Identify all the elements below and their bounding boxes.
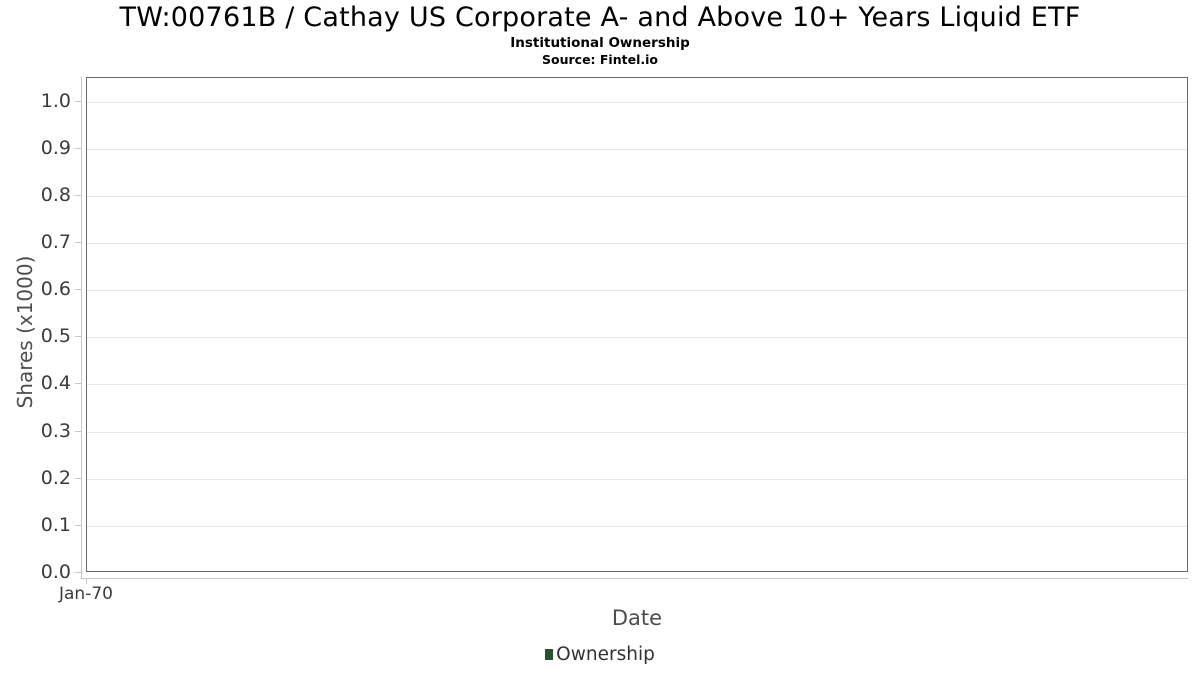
y-tick	[75, 431, 82, 432]
plot-area	[86, 77, 1188, 572]
y-tick-label: 0.3	[40, 420, 71, 442]
y-tick-label: 0.7	[40, 231, 71, 253]
gridline	[87, 337, 1187, 339]
y-tick	[75, 101, 82, 102]
y-axis-line	[81, 77, 82, 578]
y-tick-label: 0.9	[40, 137, 71, 159]
legend-label-ownership: Ownership	[556, 644, 655, 665]
y-axis-title: Shares (x1000)	[13, 255, 37, 409]
y-tick-label: 0.4	[40, 372, 71, 394]
gridline	[87, 478, 1187, 480]
gridline	[87, 431, 1187, 433]
y-tick-label: 0.1	[40, 514, 71, 536]
y-tick-label: 0.0	[40, 561, 71, 583]
gridline	[87, 525, 1187, 527]
y-tick	[75, 478, 82, 479]
y-tick	[75, 148, 82, 149]
legend: Ownership	[0, 644, 1200, 665]
y-tick	[75, 525, 82, 526]
y-tick-label: 0.5	[40, 325, 71, 347]
legend-item-ownership[interactable]: Ownership	[545, 644, 655, 665]
y-tick	[75, 195, 82, 196]
gridline	[87, 243, 1187, 244]
gridline	[87, 290, 1187, 292]
y-tick	[75, 336, 82, 337]
gridline	[87, 101, 1187, 103]
y-tick-label: 0.6	[40, 278, 71, 300]
legend-marker-icon	[545, 649, 554, 660]
x-axis-title: Date	[611, 606, 663, 630]
gridline	[87, 148, 1187, 150]
y-tick-label: 0.2	[40, 467, 71, 489]
y-tick-label: 0.8	[40, 184, 71, 206]
y-tick	[75, 383, 82, 384]
y-tick	[75, 572, 82, 573]
x-axis-tick	[86, 578, 87, 584]
chart-subtitle: Institutional Ownership	[510, 35, 690, 51]
chart-source: Source: Fintel.io	[542, 52, 658, 67]
gridline	[87, 195, 1187, 197]
chart-title: TW:00761B / Cathay US Corporate A- and A…	[119, 2, 1081, 33]
x-axis-line	[81, 578, 1188, 579]
y-tick-label: 1.0	[40, 90, 71, 112]
x-tick-label: Jan-70	[59, 584, 113, 604]
gridline	[87, 384, 1187, 386]
y-tick	[75, 242, 82, 243]
y-tick	[75, 289, 82, 290]
